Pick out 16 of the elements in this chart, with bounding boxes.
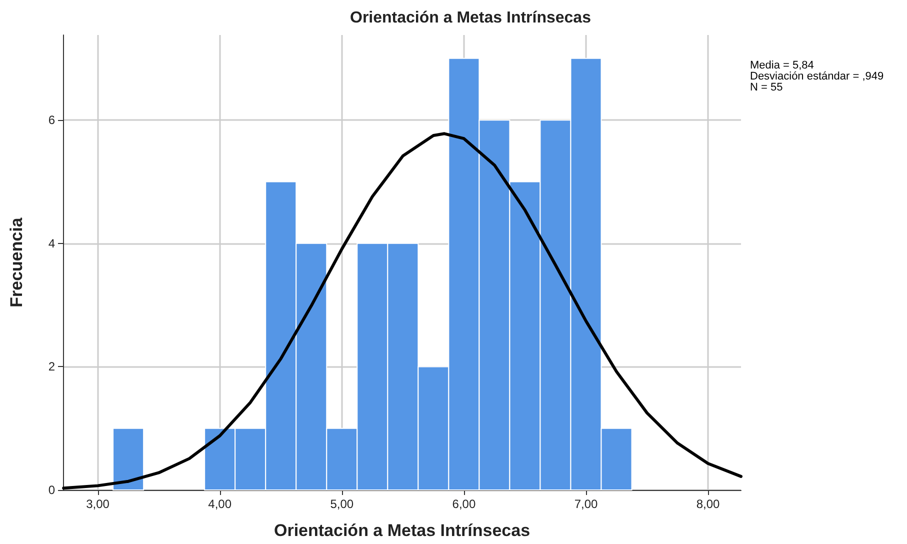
- y-tick-label: 0: [48, 483, 56, 497]
- y-axis-title: Frecuencia: [7, 217, 26, 308]
- text: Desviación estándar = ,949: [750, 70, 884, 82]
- y-tick-label: 2: [48, 360, 56, 374]
- y-tick-label: 6: [48, 113, 56, 128]
- chart-title: Orientación a Metas Intrínsecas: [350, 10, 592, 26]
- x-tick-label: 7,00: [574, 497, 598, 511]
- y-tick-label: 4: [48, 236, 56, 250]
- x-axis-title: Orientación a Metas Intrínsecas: [274, 521, 530, 540]
- x-tick-label: 8,00: [696, 497, 720, 511]
- x-tick-label: 4,00: [208, 497, 232, 511]
- x-tick-label: 6,00: [452, 497, 476, 511]
- text: N = 55: [750, 82, 783, 94]
- x-tick-label: 3,00: [86, 497, 110, 511]
- text: Media = 5,84: [750, 60, 814, 72]
- x-tick-label: 5,00: [330, 497, 354, 511]
